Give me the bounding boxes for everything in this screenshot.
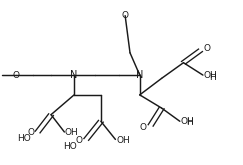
Text: O: O bbox=[122, 11, 129, 20]
Text: OH: OH bbox=[65, 128, 78, 137]
Text: OH: OH bbox=[203, 71, 217, 80]
Text: O: O bbox=[140, 123, 147, 132]
Text: OH: OH bbox=[180, 117, 194, 126]
Text: H: H bbox=[186, 118, 193, 127]
Text: HO: HO bbox=[17, 134, 31, 143]
Text: H: H bbox=[209, 73, 216, 82]
Text: O: O bbox=[27, 128, 34, 137]
Text: OH: OH bbox=[116, 136, 130, 145]
Text: O: O bbox=[12, 71, 19, 80]
Text: O: O bbox=[204, 44, 211, 53]
Text: HO: HO bbox=[64, 142, 77, 150]
Text: N: N bbox=[136, 70, 143, 80]
Text: N: N bbox=[70, 70, 78, 80]
Text: O: O bbox=[76, 136, 83, 145]
